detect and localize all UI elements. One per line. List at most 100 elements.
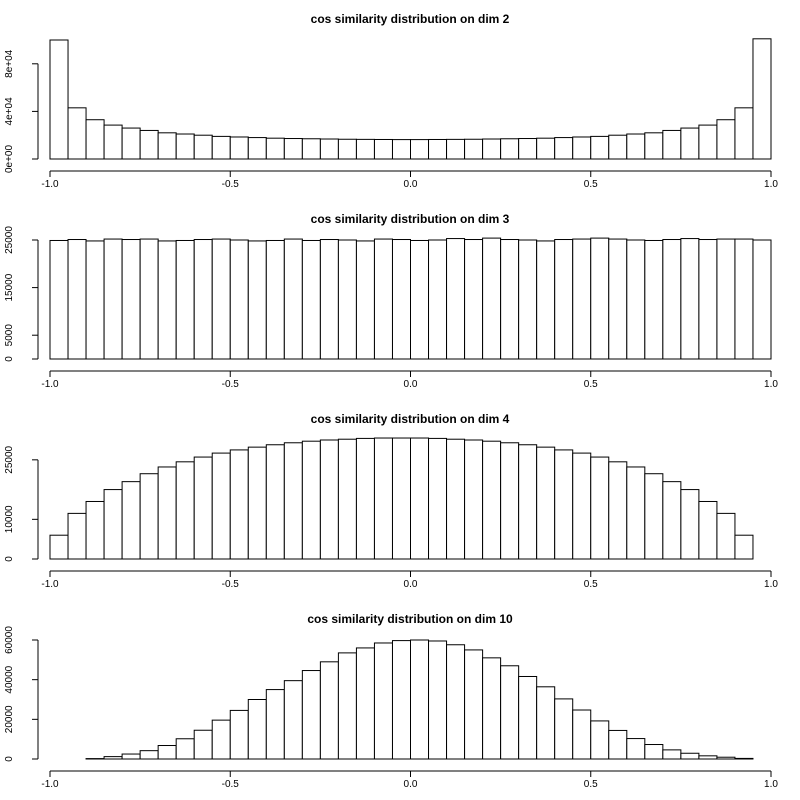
histogram-bar bbox=[464, 138, 484, 160]
x-tick-label: 0.5 bbox=[584, 179, 598, 190]
histogram-bar bbox=[337, 239, 357, 360]
histogram-bar bbox=[482, 657, 502, 760]
histogram-bar bbox=[337, 652, 357, 760]
histogram-bar bbox=[283, 138, 303, 160]
histogram-bar bbox=[554, 449, 574, 560]
histogram-bar bbox=[49, 39, 69, 160]
histogram-bar bbox=[716, 512, 736, 560]
histogram-bar bbox=[103, 238, 123, 360]
histogram-bar bbox=[500, 442, 520, 560]
y-tick-label: 0 bbox=[4, 356, 15, 362]
histogram-bar bbox=[301, 239, 321, 360]
histogram-bar bbox=[626, 133, 646, 160]
histogram-bar bbox=[121, 753, 141, 760]
histogram-bar bbox=[49, 534, 69, 560]
histogram-bar bbox=[536, 240, 556, 360]
y-tick-label: 8e+04 bbox=[4, 49, 15, 78]
histogram-bar bbox=[139, 473, 159, 560]
x-tick-label: -1.0 bbox=[41, 779, 59, 790]
histogram-panel-dim-10: cos similarity distribution on dim 10 -1… bbox=[4, 612, 778, 790]
histogram-bar bbox=[265, 689, 285, 760]
histogram-bar bbox=[446, 438, 466, 560]
histogram-bar bbox=[734, 107, 754, 160]
histogram-bar bbox=[337, 438, 357, 560]
chart-title: cos similarity distribution on dim 3 bbox=[311, 212, 510, 226]
histogram-bar bbox=[373, 238, 393, 360]
histogram-panel-dim-4: cos similarity distribution on dim 4 -1.… bbox=[4, 412, 778, 590]
x-tick-label: -1.0 bbox=[41, 579, 59, 590]
histogram-bar bbox=[680, 489, 700, 560]
histogram-bar bbox=[67, 512, 87, 560]
histogram-bar bbox=[428, 640, 448, 760]
y-tick-label: 40000 bbox=[4, 665, 15, 693]
histogram-bar bbox=[103, 124, 123, 160]
histogram-bar bbox=[662, 481, 682, 560]
histogram-bar bbox=[85, 119, 105, 160]
histogram-bar bbox=[85, 240, 105, 360]
histogram-bar bbox=[67, 239, 87, 360]
x-tick-label: -0.5 bbox=[222, 179, 240, 190]
histogram-bar bbox=[265, 444, 285, 560]
histogram-bar bbox=[590, 720, 610, 760]
histogram-bar bbox=[644, 473, 664, 560]
histogram-bar bbox=[734, 534, 754, 560]
histogram-bar bbox=[482, 138, 502, 160]
histogram-panel-dim-3: cos similarity distribution on dim 3 -1.… bbox=[4, 212, 778, 390]
y-tick-label: 15000 bbox=[4, 273, 15, 301]
histogram-bar bbox=[680, 752, 700, 760]
histogram-bar bbox=[464, 439, 484, 560]
histogram-bar bbox=[283, 680, 303, 760]
y-tick-label: 25000 bbox=[4, 445, 15, 473]
histogram-bar bbox=[662, 749, 682, 760]
histogram-bar bbox=[644, 132, 664, 160]
histogram-bar bbox=[391, 239, 412, 360]
histogram-bar bbox=[337, 138, 357, 160]
histogram-bar bbox=[121, 481, 141, 560]
x-tick-label: -1.0 bbox=[41, 379, 59, 390]
histogram-bar bbox=[157, 132, 177, 160]
histogram-bar bbox=[608, 134, 628, 160]
histogram-bar bbox=[626, 738, 646, 760]
histogram-bar bbox=[410, 139, 430, 160]
x-tick-label: -0.5 bbox=[222, 579, 240, 590]
histogram-bar bbox=[193, 456, 213, 560]
x-tick-label: 0.5 bbox=[584, 779, 598, 790]
histogram-bar bbox=[157, 745, 177, 760]
histogram-bar bbox=[482, 440, 502, 560]
histogram-bar bbox=[518, 138, 538, 160]
histogram-bar bbox=[355, 240, 375, 360]
y-tick-label: 5000 bbox=[4, 324, 15, 347]
histogram-bar bbox=[518, 444, 538, 560]
histogram-bar bbox=[319, 439, 339, 560]
histogram-bar bbox=[644, 239, 664, 360]
histogram-bar bbox=[680, 238, 700, 360]
chart-title: cos similarity distribution on dim 4 bbox=[311, 412, 510, 426]
histogram-bar bbox=[698, 124, 718, 160]
histogram-bar bbox=[391, 640, 412, 760]
histogram-bar bbox=[319, 661, 339, 760]
histogram-bar bbox=[518, 675, 538, 760]
chart-title: cos similarity distribution on dim 2 bbox=[311, 12, 510, 26]
histogram-bar bbox=[85, 500, 105, 560]
histogram-bar bbox=[49, 239, 69, 360]
histogram-bar bbox=[410, 639, 430, 760]
histogram-bar bbox=[608, 729, 628, 760]
x-tick-label: 1.0 bbox=[764, 179, 778, 190]
histogram-bar bbox=[572, 136, 592, 160]
histogram-bar bbox=[554, 698, 574, 760]
x-tick-label: 0.0 bbox=[404, 179, 418, 190]
histogram-bar bbox=[301, 440, 321, 560]
y-tick-label: 0e+00 bbox=[4, 145, 15, 174]
histogram-bar bbox=[301, 138, 321, 160]
histogram-bar bbox=[572, 238, 592, 360]
histogram-bar bbox=[680, 127, 700, 160]
histogram-bar bbox=[319, 239, 339, 360]
histogram-bar bbox=[247, 240, 267, 360]
y-tick-label: 25000 bbox=[4, 226, 15, 254]
histogram-bar bbox=[536, 137, 556, 160]
histogram-bar bbox=[500, 138, 520, 160]
histogram-bar bbox=[554, 137, 574, 160]
histogram-bar bbox=[175, 239, 195, 360]
histogram-bar bbox=[572, 709, 592, 760]
histogram-bar bbox=[121, 127, 141, 160]
